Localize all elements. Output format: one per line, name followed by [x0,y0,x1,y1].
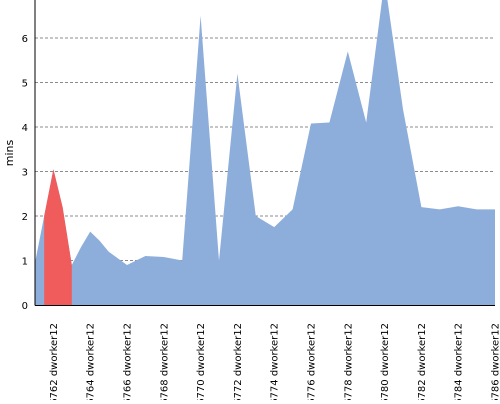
y-tick-label: 0 [22,301,28,312]
y-tick-label: 5 [22,79,28,90]
x-tick-label: #6774 dworker12 [270,323,281,400]
x-tick-label: #6770 dworker12 [196,323,207,400]
series-area-fill [35,0,495,305]
x-tick-label: #6778 dworker12 [343,323,354,400]
y-tick-label: 1 [22,257,28,268]
x-tick-label: #6776 dworker12 [307,323,318,400]
y-tick-label: 6 [22,34,28,45]
y-axis-label: mins [3,139,16,166]
y-tick-label: 2 [22,212,28,223]
x-tick-label: #6762 dworker12 [49,323,60,400]
y-tick-label: 3 [22,168,28,179]
x-tick-label: #6768 dworker12 [159,323,170,400]
x-tick-label: #6772 dworker12 [233,323,244,400]
y-tick-label: 4 [22,123,28,134]
x-tick-labels: #6762 dworker12 #6764 dworker12 #6766 dwor… [49,323,500,400]
x-tick-label: #6786 dworker12 [491,323,500,400]
x-tick-label: #6764 dworker12 [86,323,97,400]
x-tick-label: #6780 dworker12 [380,323,391,400]
highlighted-build-area [44,169,72,305]
x-tick-label: #6766 dworker12 [123,323,134,400]
x-tick-label: #6784 dworker12 [454,323,465,400]
y-tick-labels: 0 1 2 3 4 5 6 [22,34,28,312]
x-tick-label: #6782 dworker12 [417,323,428,400]
series-area [35,0,495,305]
